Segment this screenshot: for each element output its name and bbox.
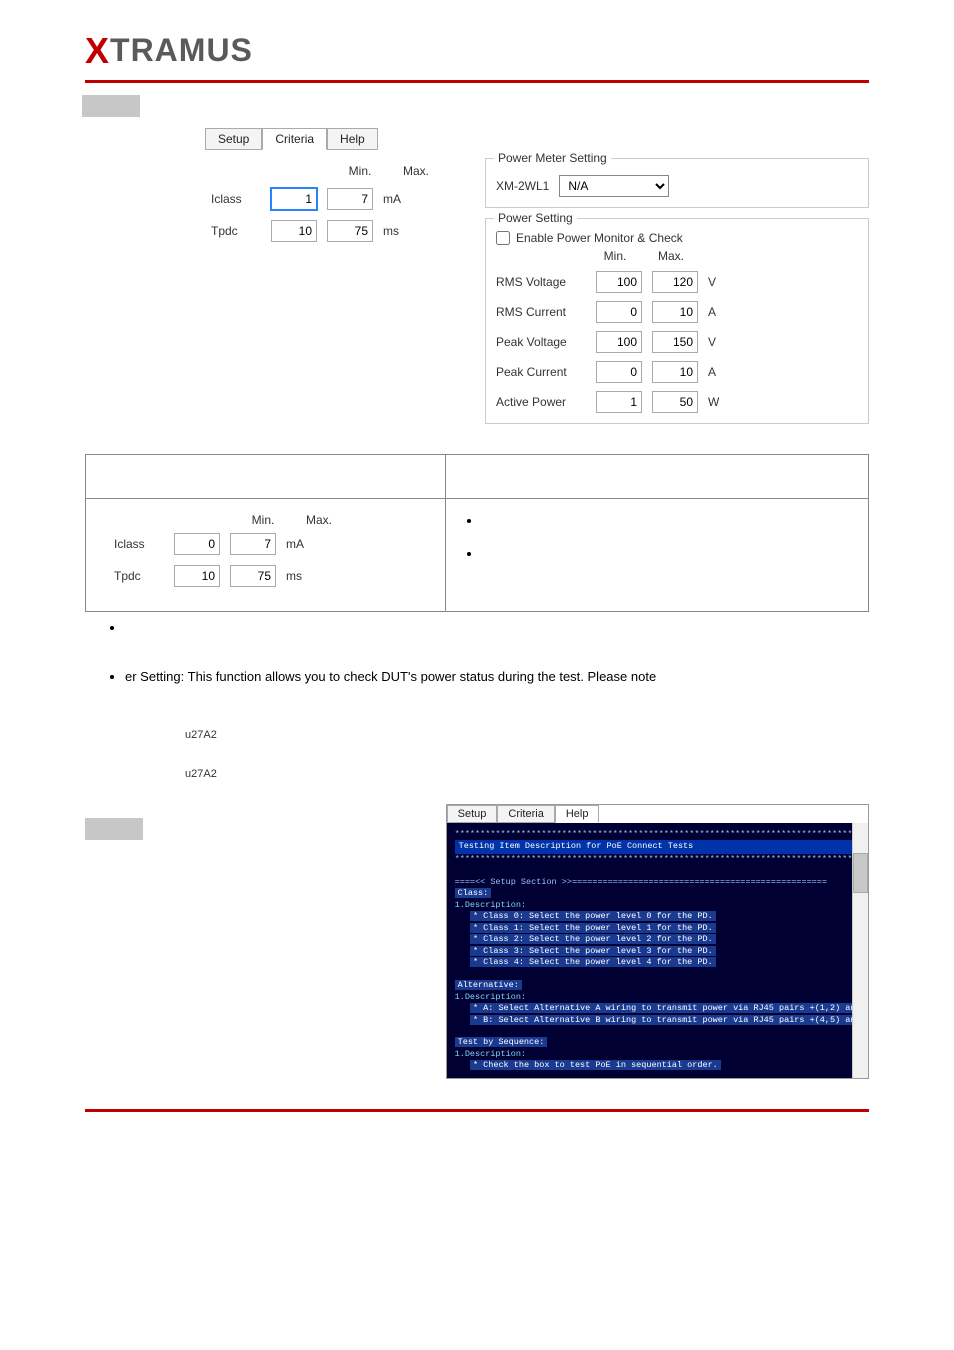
tpdc-label: Tpdc [211, 224, 261, 238]
tpdc-unit: ms [383, 224, 399, 238]
help-tab-help[interactable]: Help [555, 805, 600, 823]
body-bullet-2: er Setting: This function allows you to … [125, 669, 869, 684]
peak-current-min[interactable] [596, 361, 642, 383]
tab-criteria[interactable]: Criteria [262, 128, 327, 150]
ps-max-header: Max. [648, 249, 694, 263]
peak-voltage-label: Peak Voltage [496, 335, 586, 349]
tbl-min-header: Min. [240, 513, 286, 527]
tab-help[interactable]: Help [327, 128, 378, 150]
help-tab-criteria[interactable]: Criteria [497, 805, 554, 823]
peak-voltage-min[interactable] [596, 331, 642, 353]
tbl-tpdc-max[interactable] [230, 565, 276, 587]
tbl-tpdc-label: Tpdc [114, 569, 164, 583]
tbl-tpdc-unit: ms [286, 569, 302, 583]
tbl-iclass-min[interactable] [174, 533, 220, 555]
criteria-bullets [482, 513, 850, 561]
tbl-iclass-unit: mA [286, 537, 302, 551]
brand-logo: XTRAMUS [85, 32, 253, 68]
help-scrollbar[interactable] [852, 823, 868, 1078]
max-header: Max. [393, 164, 439, 178]
rms-current-min[interactable] [596, 301, 642, 323]
power-setting-fieldset: Power Setting Enable Power Monitor & Che… [485, 218, 869, 424]
footer-divider [85, 1109, 869, 1129]
criteria-table: Min. Max. Iclass mA Tpdc ms [85, 454, 869, 612]
ps-min-header: Min. [592, 249, 638, 263]
rms-current-unit: A [708, 305, 724, 319]
tbl-iclass-max[interactable] [230, 533, 276, 555]
min-header: Min. [337, 164, 383, 178]
rms-voltage-min[interactable] [596, 271, 642, 293]
rms-current-label: RMS Current [496, 305, 586, 319]
grey-chip-2 [85, 818, 143, 840]
tbl-tpdc-min[interactable] [174, 565, 220, 587]
tab-setup[interactable]: Setup [205, 128, 262, 150]
active-power-max[interactable] [652, 391, 698, 413]
power-meter-device-label: XM-2WL1 [496, 179, 549, 193]
rms-voltage-label: RMS Voltage [496, 275, 586, 289]
iclass-max-input[interactable] [327, 188, 373, 210]
active-power-unit: W [708, 395, 724, 409]
peak-current-max[interactable] [652, 361, 698, 383]
tpdc-max-input[interactable] [327, 220, 373, 242]
brand-x: X [85, 30, 110, 71]
iclass-label: Iclass [211, 192, 261, 206]
brand-rest: TRAMUS [110, 32, 253, 68]
peak-voltage-max[interactable] [652, 331, 698, 353]
tbl-iclass-label: Iclass [114, 537, 164, 551]
body-bullet-1 [125, 620, 869, 635]
arrow-list [185, 726, 869, 780]
help-panel: Setup Criteria Help ********************… [446, 804, 869, 1079]
tabstrip: Setup Criteria Help [205, 128, 869, 150]
power-meter-select[interactable]: N/A [559, 175, 669, 197]
grey-chip [82, 95, 140, 117]
power-meter-legend: Power Meter Setting [494, 151, 611, 165]
enable-power-checkbox[interactable] [496, 231, 510, 245]
help-content: ****************************************… [447, 823, 868, 1078]
rms-voltage-unit: V [708, 275, 724, 289]
rms-current-max[interactable] [652, 301, 698, 323]
active-power-min[interactable] [596, 391, 642, 413]
active-power-label: Active Power [496, 395, 586, 409]
peak-voltage-unit: V [708, 335, 724, 349]
rms-voltage-max[interactable] [652, 271, 698, 293]
minmax-header: Min. Max. [211, 164, 465, 178]
tbl-max-header: Max. [296, 513, 342, 527]
peak-current-label: Peak Current [496, 365, 586, 379]
header-divider [85, 80, 869, 83]
iclass-unit: mA [383, 192, 399, 206]
power-setting-legend: Power Setting [494, 211, 577, 225]
enable-power-label: Enable Power Monitor & Check [516, 231, 683, 245]
criteria-screenshot: Setup Criteria Help Min. Max. Iclass mA [205, 128, 869, 434]
iclass-min-input[interactable] [271, 188, 317, 210]
tpdc-min-input[interactable] [271, 220, 317, 242]
main-bullet-text: er Setting: This function allows you to … [125, 669, 656, 684]
help-tab-setup[interactable]: Setup [447, 805, 498, 823]
peak-current-unit: A [708, 365, 724, 379]
power-meter-fieldset: Power Meter Setting XM-2WL1 N/A [485, 158, 869, 208]
